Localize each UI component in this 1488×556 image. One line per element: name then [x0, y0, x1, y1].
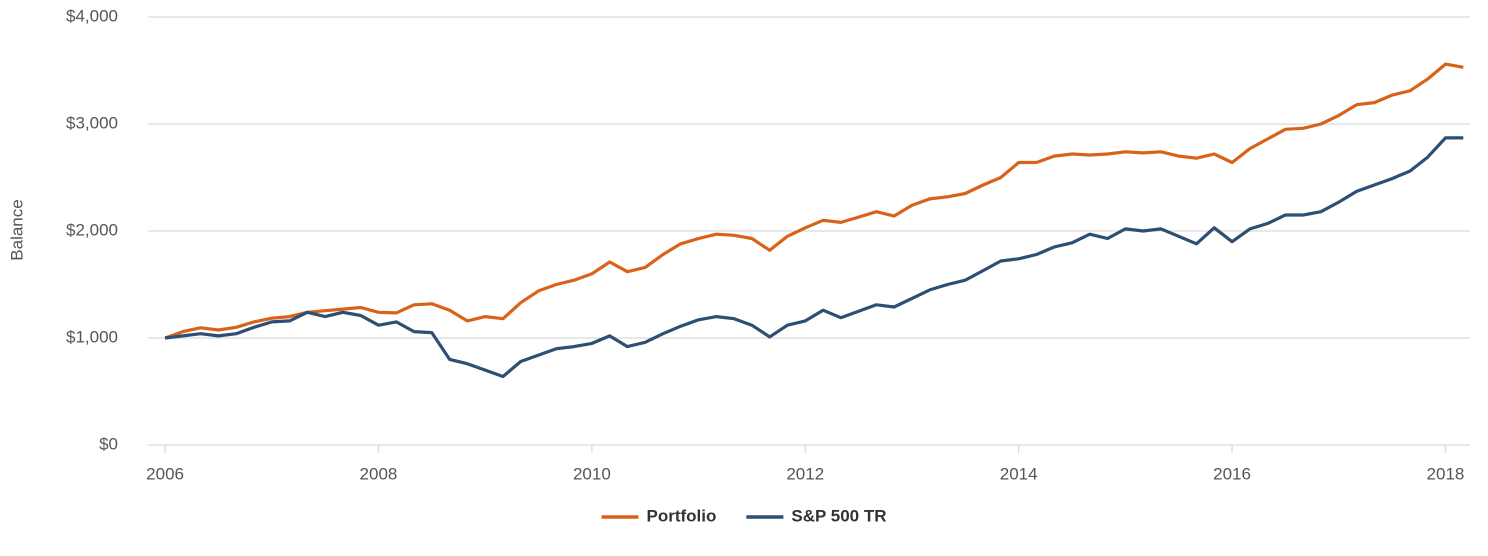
- y-axis-label: Balance: [7, 199, 26, 260]
- x-tick-label: 2018: [1427, 464, 1465, 483]
- y-tick-label: $1,000: [66, 327, 118, 346]
- x-tick-label: 2010: [573, 464, 611, 483]
- x-tick-label: 2012: [786, 464, 824, 483]
- series-line: [164, 62, 1464, 340]
- legend-label: Portfolio: [646, 506, 716, 525]
- y-tick-label: $0: [99, 434, 118, 453]
- x-tick-label: 2008: [360, 464, 398, 483]
- legend-label: S&P 500 TR: [791, 506, 886, 525]
- y-tick-label: $3,000: [66, 113, 118, 132]
- x-tick-label: 2016: [1213, 464, 1251, 483]
- y-tick-label: $2,000: [66, 220, 118, 239]
- x-tick-label: 2014: [1000, 464, 1038, 483]
- series-line: [164, 136, 1464, 379]
- y-tick-label: $4,000: [66, 6, 118, 25]
- x-tick-label: 2006: [146, 464, 184, 483]
